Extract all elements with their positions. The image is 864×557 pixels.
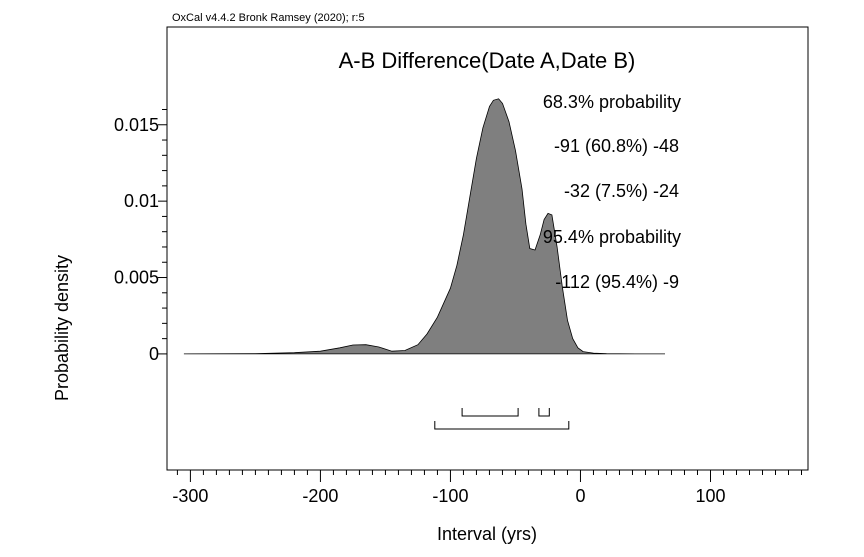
x-axis-label: Interval (yrs) bbox=[437, 524, 537, 544]
plot-frame bbox=[166, 26, 809, 471]
y-axis: 0 0.005 0.01 0.015 bbox=[114, 108, 167, 364]
range-95-bracket-1 bbox=[434, 421, 570, 430]
annotation-68-range-1: -91 (60.8%) -48 bbox=[554, 136, 679, 156]
y-tick-label: 0.01 bbox=[124, 191, 159, 211]
x-tick-label: -300 bbox=[172, 486, 208, 506]
x-axis: -300 -200 -100 0 100 bbox=[172, 470, 802, 506]
annotation-68-heading: 68.3% probability bbox=[543, 92, 681, 112]
oxcal-credit: OxCal v4.4.2 Bronk Ramsey (2020); r:5 bbox=[172, 12, 365, 24]
density-area bbox=[183, 98, 665, 355]
density-layer bbox=[183, 98, 665, 355]
annotation-95-range-1: -112 (95.4%) -9 bbox=[555, 272, 679, 292]
y-tick-label: 0.005 bbox=[114, 268, 159, 288]
range-68-bracket-1 bbox=[461, 408, 519, 417]
range-layer bbox=[434, 408, 570, 430]
chart-title: A-B Difference(Date A,Date B) bbox=[339, 48, 636, 73]
x-tick-label: -200 bbox=[302, 486, 338, 506]
x-tick-label: 100 bbox=[695, 486, 725, 506]
x-tick-label: 0 bbox=[575, 486, 585, 506]
annotation-95-heading: 95.4% probability bbox=[543, 227, 681, 247]
y-axis-label: Probability density bbox=[52, 255, 72, 401]
annotation-68-range-2: -32 (7.5%) -24 bbox=[564, 181, 679, 201]
y-tick-label: 0 bbox=[149, 344, 159, 364]
y-tick-label: 0.015 bbox=[114, 115, 159, 135]
x-tick-label: -100 bbox=[432, 486, 468, 506]
range-68-bracket-2 bbox=[538, 408, 550, 417]
